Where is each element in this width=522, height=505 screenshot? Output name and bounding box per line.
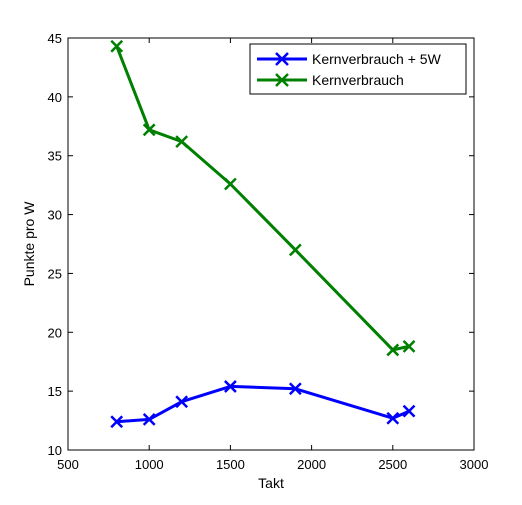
y-axis-title: Punkte pro W <box>21 201 37 287</box>
data-point <box>386 343 400 357</box>
y-tick-label: 35 <box>48 149 62 164</box>
data-point <box>288 243 302 257</box>
y-tick-label: 20 <box>48 325 62 340</box>
data-point <box>110 415 124 429</box>
y-tick-label: 40 <box>48 90 62 105</box>
data-point <box>110 39 124 53</box>
x-axis-title: Takt <box>258 475 284 491</box>
data-point <box>175 135 189 148</box>
y-tick-label: 30 <box>48 208 62 223</box>
data-point <box>386 411 400 425</box>
data-point <box>175 395 189 409</box>
data-point <box>142 413 156 426</box>
legend-label-1: Kernverbrauch + 5W <box>312 51 442 67</box>
data-point <box>142 123 156 137</box>
series-layer <box>110 39 416 429</box>
data-point <box>288 382 302 396</box>
x-tick-label: 2000 <box>297 457 326 472</box>
data-point <box>402 404 416 418</box>
y-tick-label: 15 <box>48 384 62 399</box>
x-tick-label: 1500 <box>216 457 245 472</box>
series-1 <box>110 380 416 429</box>
legend-marker-2 <box>275 73 289 87</box>
y-tick-label: 25 <box>48 266 62 281</box>
plot-area <box>67 37 475 451</box>
series-2 <box>110 39 416 357</box>
y-tick-label: 10 <box>48 443 62 458</box>
y-tick-label: 45 <box>48 31 62 46</box>
x-tick-label: 1000 <box>135 457 164 472</box>
legend-label-2: Kernverbrauch <box>312 72 404 88</box>
data-point <box>402 340 416 353</box>
axis-ticks: 500 1000 1500 2000 2500 3000 10 15 20 25 30 35 40 45 <box>48 31 489 472</box>
data-point <box>224 177 237 191</box>
legend-entry-1: Kernverbrauch + 5W <box>257 51 442 67</box>
x-tick-label: 500 <box>57 457 79 472</box>
legend: Kernverbrauch + 5W Kernverbrauch <box>249 43 467 95</box>
x-tick-label: 2500 <box>378 457 407 472</box>
legend-marker-1 <box>275 52 289 66</box>
x-tick-label: 3000 <box>460 457 489 472</box>
data-point <box>224 380 237 393</box>
legend-entry-2: Kernverbrauch <box>257 72 404 88</box>
